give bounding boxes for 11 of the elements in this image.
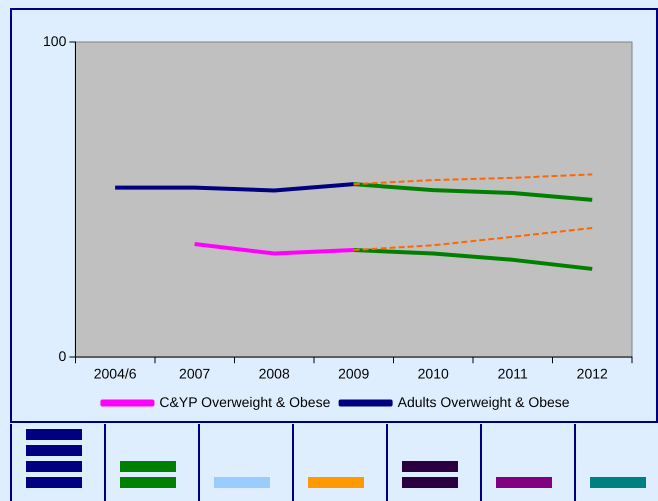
x-tick-label: 2010 <box>418 365 449 382</box>
x-tick-label: 2004/6 <box>94 365 137 382</box>
x-tick-label: 2007 <box>179 365 210 382</box>
legend-label: Adults Overweight & Obese <box>398 394 570 410</box>
x-tick-label: 2011 <box>498 365 528 382</box>
y-tick-label: 100 <box>43 32 67 49</box>
y-tick-label: 0 <box>58 348 67 364</box>
x-tick-label: 2012 <box>576 365 608 382</box>
x-tick-label: 2009 <box>338 365 370 382</box>
x-tick-label: 2008 <box>258 365 290 382</box>
legend-label: C&YP Overweight & Obese <box>159 394 331 410</box>
